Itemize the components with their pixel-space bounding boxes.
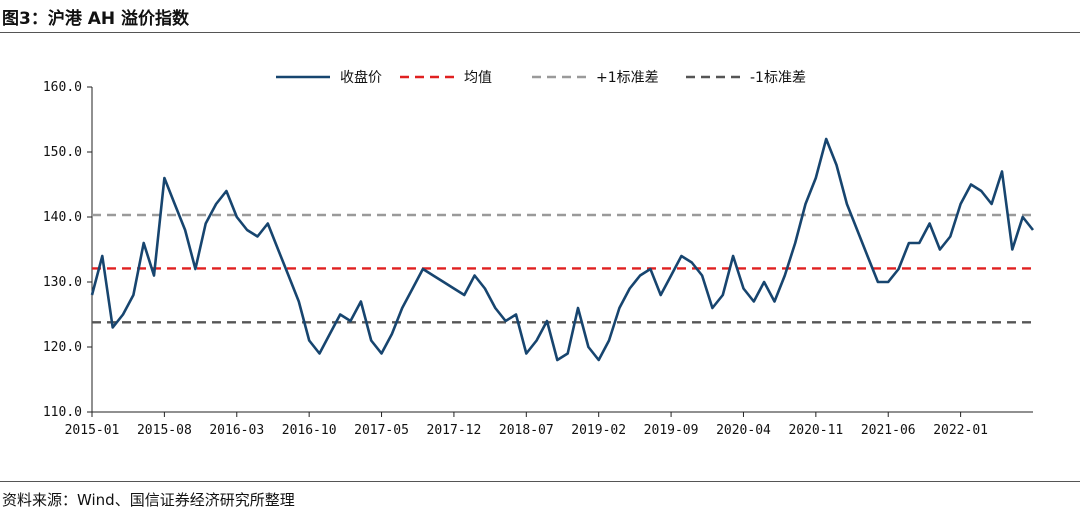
figure-title: 图3：沪港 AH 溢价指数 — [2, 9, 190, 29]
source-note: 资料来源：Wind、国信证券经济研究所整理 — [2, 491, 295, 509]
x-tick-label: 2016-03 — [209, 423, 264, 438]
chart-legend: 收盘价 均值 +1标准差 -1标准差 — [276, 69, 806, 86]
series-line-0 — [90, 137, 1035, 362]
y-tick-label: 160.0 — [43, 80, 82, 95]
y-tick-label: 120.0 — [43, 340, 82, 355]
legend-label: +1标准差 — [596, 70, 659, 86]
y-tick-label: 110.0 — [43, 405, 82, 420]
legend-label: -1标准差 — [750, 70, 806, 86]
legend-label: 收盘价 — [340, 69, 382, 86]
y-tick-label: 150.0 — [43, 145, 82, 160]
source-divider — [0, 481, 1080, 482]
chart-lines — [90, 137, 1035, 362]
y-tick-label: 140.0 — [43, 210, 82, 225]
x-tick-label: 2022-01 — [933, 423, 988, 438]
x-tick-label: 2017-12 — [427, 423, 482, 438]
x-tick-label: 2021-06 — [861, 423, 916, 438]
x-tick-label: 2018-07 — [499, 423, 554, 438]
x-tick-label: 2015-08 — [137, 423, 192, 438]
x-tick-label: 2019-02 — [571, 423, 626, 438]
legend-label: 均值 — [464, 70, 492, 86]
x-tick-label: 2017-05 — [354, 423, 409, 438]
x-tick-label: 2015-01 — [65, 423, 120, 438]
chart-axes: 110.0 120.0 130.0 140.0 150.0 160.0 2015-01 201… — [43, 80, 1033, 438]
y-tick-label: 130.0 — [43, 275, 82, 290]
x-tick-label: 2020-04 — [716, 423, 771, 438]
x-tick-label: 2019-09 — [644, 423, 699, 438]
x-tick-label: 2020-11 — [788, 423, 843, 438]
x-tick-label: 2016-10 — [282, 423, 337, 438]
title-divider — [0, 32, 1080, 33]
